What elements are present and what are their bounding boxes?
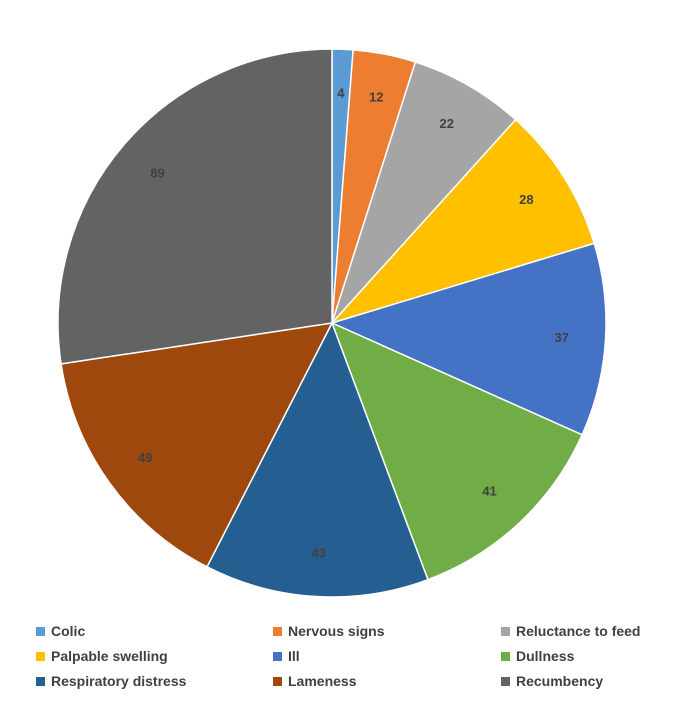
chart-legend: Colic Nervous signs Reluctance to feed Palp… [36,622,676,690]
data-label-palpable-swelling: 28 [519,192,533,207]
legend-item-respiratory-distress: Respiratory distress [36,672,273,690]
legend-swatch [501,651,510,661]
data-label-reluctance-to-feed: 22 [440,116,454,131]
legend-item-reluctance-to-feed: Reluctance to feed [501,622,676,640]
pie-slice-ill [329,242,607,436]
legend-label: Dullness [516,648,575,664]
data-label-lameness: 49 [138,450,152,465]
legend-label: Respiratory distress [51,673,187,689]
legend-item-ill: Ill [273,647,501,665]
pie-slice-recumbency [57,48,333,365]
pie-slices [57,48,607,598]
legend-item-palpable-swelling: Palpable swelling [36,647,273,665]
legend-label: Ill [288,648,300,664]
legend-item-recumbency: Recumbency [501,672,676,690]
pie-slice-dullness [330,321,584,581]
legend-swatch [273,626,282,636]
pie-data-labels: 4 12 22 28 37 41 43 49 89 [138,86,569,561]
legend-label: Palpable swelling [51,648,168,664]
data-label-nervous-signs: 12 [369,90,383,105]
legend-label: Nervous signs [288,623,385,639]
legend-swatch [273,676,282,686]
legend-label: Colic [51,623,86,639]
pie-slice-respiratory-distress [206,321,429,598]
pie-slice-reluctance-to-feed [331,61,517,324]
data-label-recumbency: 89 [150,165,164,180]
pie-plot-area: 4 12 22 28 37 41 43 49 89 [57,48,607,598]
pie-slice-palpable-swelling [329,118,596,325]
legend-swatch [36,626,45,636]
data-label-colic: 4 [337,86,345,101]
legend-swatch [501,626,510,636]
legend-label: Reluctance to feed [516,623,641,639]
data-label-respiratory-distress: 43 [311,545,325,560]
legend-label: Lameness [288,673,357,689]
legend-item-lameness: Lameness [273,672,501,690]
legend-swatch [501,676,510,686]
legend-item-dullness: Dullness [501,647,676,665]
legend-swatch [36,676,45,686]
data-label-ill: 37 [554,330,568,345]
data-label-dullness: 41 [482,483,496,498]
legend-item-nervous-signs: Nervous signs [273,622,501,640]
legend-item-colic: Colic [36,622,273,640]
legend-swatch [36,651,45,661]
legend-swatch [273,651,282,661]
pie-slice-lameness [60,322,334,568]
legend-label: Recumbency [516,673,604,689]
